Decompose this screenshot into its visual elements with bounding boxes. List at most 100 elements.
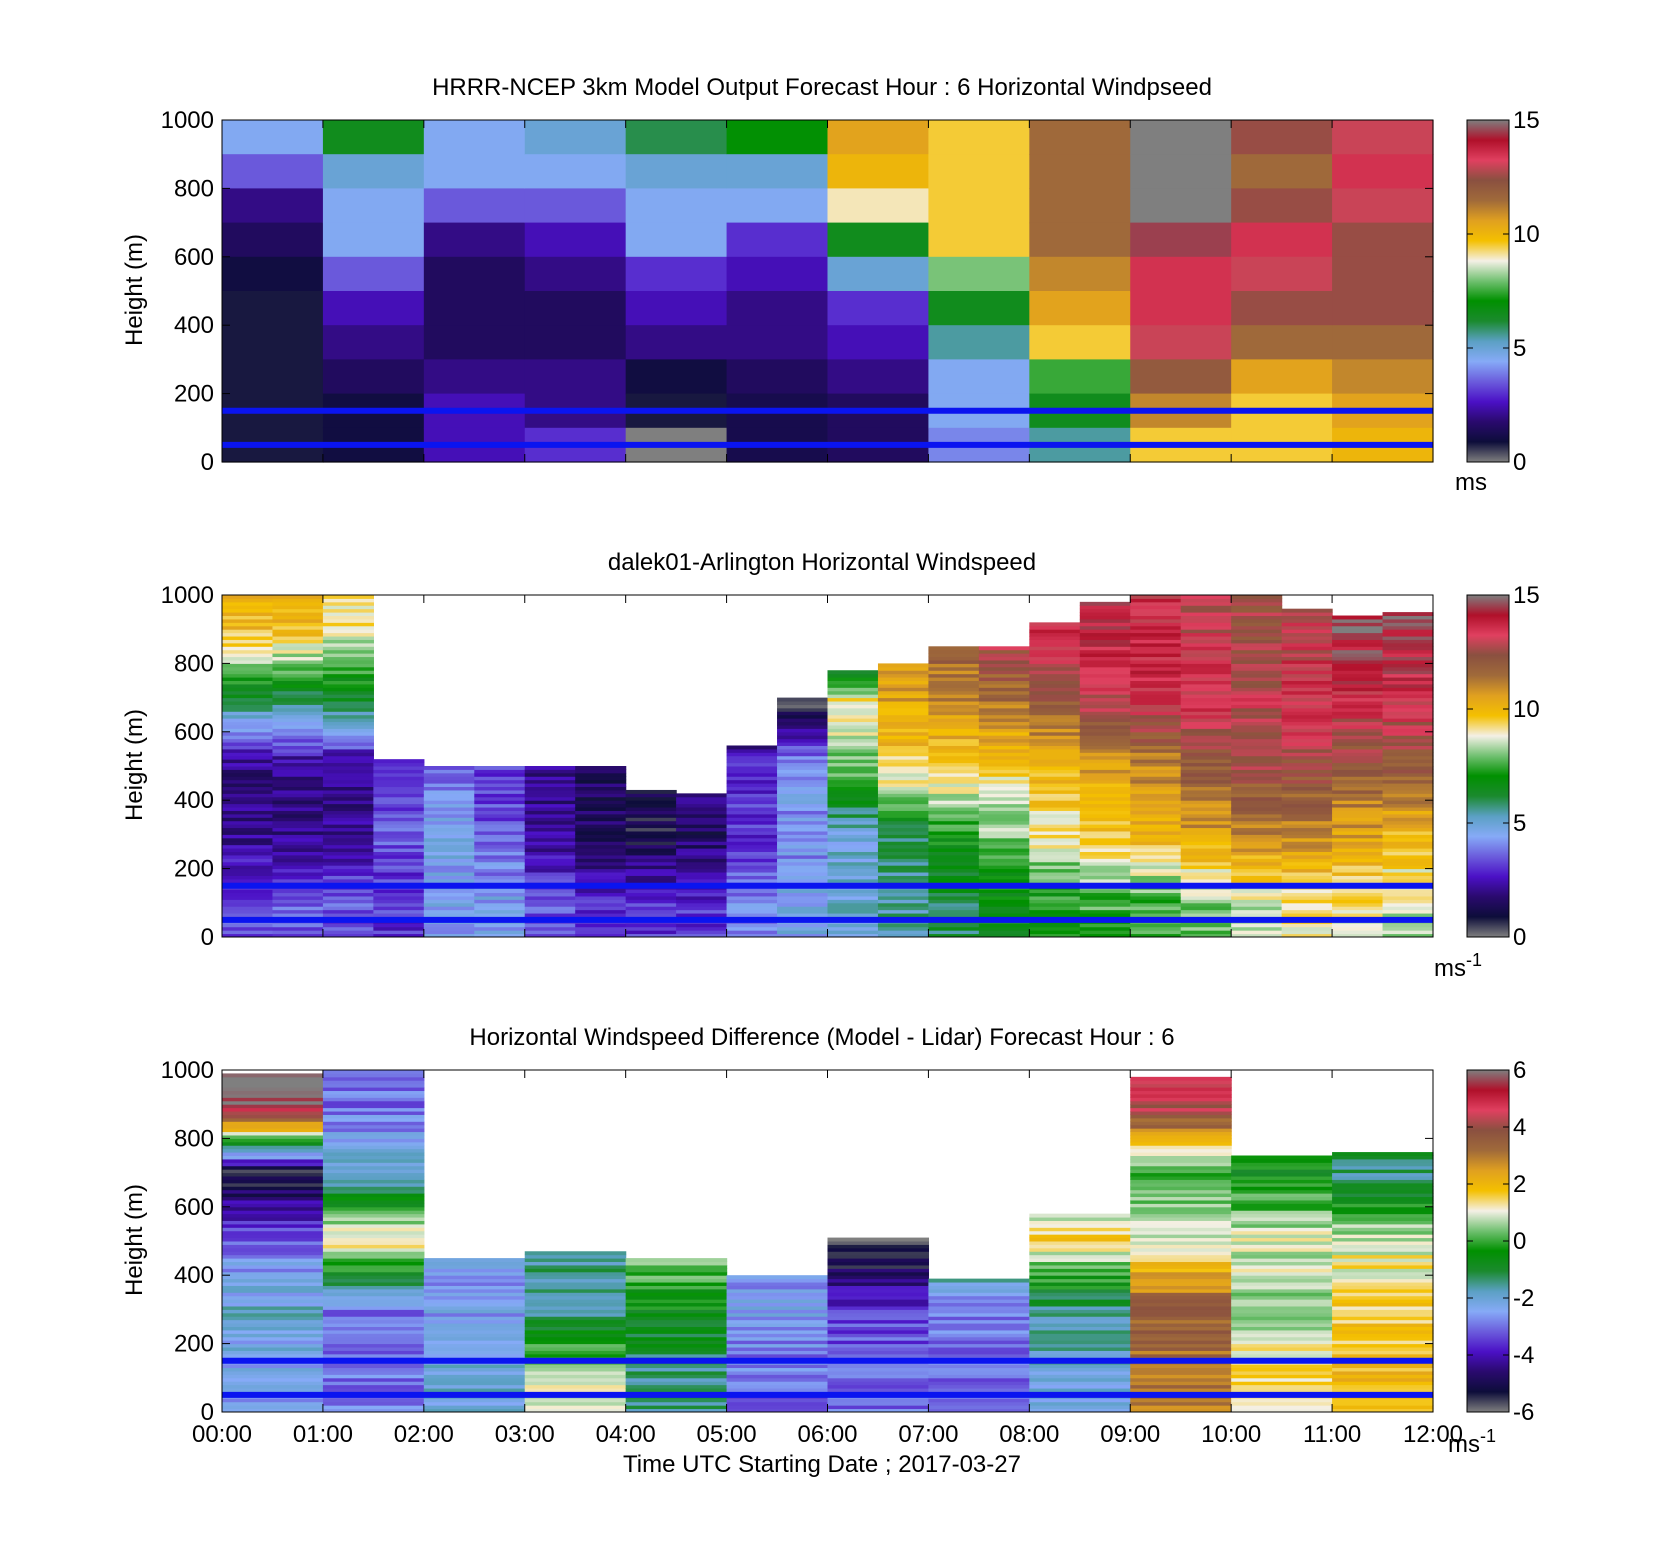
- lidar-cell: [1231, 735, 1283, 740]
- lidar-cell: [928, 861, 980, 866]
- lidar-cell: [1180, 759, 1232, 764]
- model-cell: [1231, 291, 1333, 326]
- lidar-cell: [1029, 892, 1081, 897]
- lidar-cell: [978, 755, 1030, 760]
- lidar-cell: [1079, 735, 1131, 740]
- lidar-cell: [575, 783, 627, 788]
- lidar-cell: [1231, 625, 1283, 630]
- difference-cell: [1231, 1398, 1333, 1403]
- difference-cell: [222, 1353, 324, 1358]
- lidar-cell: [625, 807, 677, 811]
- lidar-cell: [1281, 612, 1333, 617]
- lidar-cell: [423, 837, 475, 842]
- difference-cell: [1029, 1370, 1131, 1375]
- lidar-cell: [1130, 830, 1182, 835]
- difference-cell: [322, 1254, 425, 1259]
- difference-cell: [524, 1374, 627, 1379]
- lidar-cell: [827, 772, 879, 777]
- difference-cell: [1332, 1271, 1434, 1276]
- difference-cell: [1130, 1384, 1232, 1389]
- lidar-cell: [474, 844, 526, 849]
- lidar-cell: [827, 783, 879, 788]
- difference-cell: [222, 1326, 324, 1331]
- lidar-cell: [625, 810, 677, 815]
- lidar-cell: [978, 861, 1030, 866]
- lidar-cell: [322, 783, 374, 788]
- lidar-cell: [777, 721, 829, 726]
- lidar-cell: [1332, 762, 1384, 767]
- lidar-cell: [272, 632, 324, 637]
- lidar-cell: [474, 807, 526, 811]
- lidar-cell: [1382, 659, 1434, 664]
- lidar-cell: [1231, 721, 1283, 726]
- lidar-cell: [322, 861, 374, 866]
- lidar-cell: [222, 677, 274, 681]
- lidar-cell: [978, 878, 1030, 883]
- lidar-cell: [676, 923, 728, 928]
- difference-cell: [1231, 1162, 1333, 1167]
- difference-cell: [1130, 1111, 1232, 1115]
- lidar-cell: [827, 837, 879, 842]
- lidar-cell: [322, 902, 374, 907]
- lidar-cell: [928, 673, 980, 678]
- difference-cell: [1130, 1189, 1232, 1194]
- lidar-cell: [1382, 612, 1434, 617]
- x-tick-label: 00:00: [192, 1421, 252, 1448]
- difference-cell: [928, 1295, 1030, 1300]
- lidar-cell: [1180, 923, 1232, 928]
- lidar-cell: [928, 755, 980, 760]
- lidar-cell: [474, 909, 526, 914]
- lidar-cell: [272, 865, 324, 870]
- difference-cell: [1231, 1241, 1333, 1245]
- lidar-cell: [928, 834, 980, 839]
- lidar-cell: [928, 800, 980, 805]
- lidar-cell: [1180, 697, 1232, 702]
- difference-cell: [625, 1370, 728, 1375]
- lidar-cell: [625, 909, 677, 914]
- lidar-cell: [1079, 711, 1131, 716]
- lidar-cell: [827, 766, 879, 770]
- lidar-cell: [1382, 649, 1434, 654]
- lidar-cell: [1382, 663, 1434, 668]
- difference-cell: [423, 1408, 526, 1413]
- lidar-cell: [1180, 721, 1232, 726]
- lidar-cell: [272, 636, 324, 640]
- lidar-cell: [1029, 865, 1081, 870]
- lidar-cell: [575, 813, 627, 818]
- lidar-cell: [1029, 841, 1081, 846]
- lidar-cell: [1029, 656, 1081, 661]
- lidar-cell: [1281, 714, 1333, 719]
- lidar-cell: [726, 786, 778, 791]
- lidar-cell: [222, 656, 274, 661]
- lidar-cell: [1180, 827, 1232, 832]
- lidar-cell: [928, 742, 980, 746]
- difference-cell: [1029, 1278, 1131, 1283]
- model-cell: [1130, 325, 1232, 360]
- lidar-cell: [1332, 680, 1384, 685]
- difference-cell: [1130, 1258, 1232, 1263]
- lidar-cell: [575, 786, 627, 791]
- lidar-cell: [978, 649, 1030, 654]
- lidar-cell: [1231, 875, 1283, 880]
- lidar-cell: [928, 666, 980, 671]
- lidar-cell: [625, 793, 677, 798]
- model-cell: [1332, 154, 1434, 189]
- lidar-cell: [1281, 892, 1333, 897]
- model-cell: [222, 325, 324, 360]
- lidar-cell: [928, 803, 980, 808]
- lidar-cell: [1079, 807, 1131, 811]
- lidar-cell: [1281, 878, 1333, 883]
- model-cell: [1332, 120, 1434, 155]
- lidar-cell: [322, 704, 374, 709]
- lidar-cell: [1231, 817, 1283, 822]
- difference-cell: [1130, 1107, 1232, 1112]
- difference-cell: [222, 1288, 324, 1293]
- lidar-cell: [272, 605, 324, 610]
- difference-cell: [1231, 1254, 1333, 1259]
- lidar-cell: [1079, 926, 1131, 931]
- lidar-cell: [1281, 762, 1333, 767]
- difference-cell: [827, 1288, 930, 1293]
- lidar-cell: [474, 800, 526, 805]
- lidar-cell: [1079, 913, 1131, 917]
- lidar-cell: [1130, 724, 1182, 729]
